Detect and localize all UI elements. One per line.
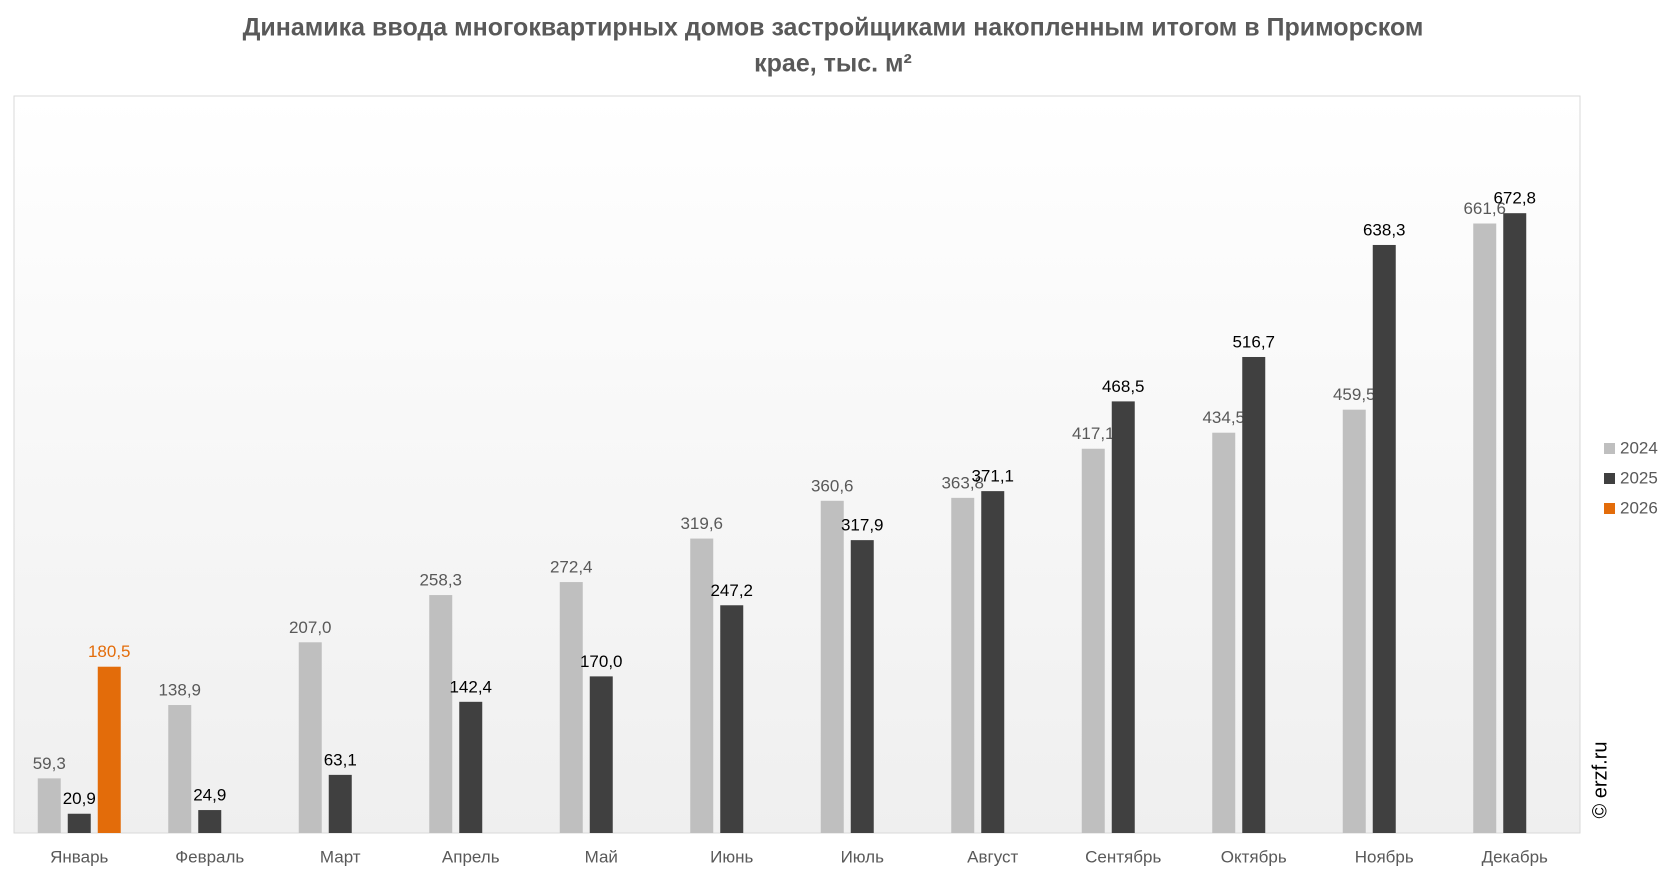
x-tick-label: Сентябрь <box>1085 847 1161 866</box>
bar <box>429 595 453 833</box>
data-label: 207,0 <box>289 618 332 637</box>
x-tick-label: Май <box>585 847 618 866</box>
data-label: 661,6 <box>1463 199 1506 218</box>
legend-swatch <box>1604 503 1615 514</box>
legend-swatch <box>1604 443 1615 454</box>
data-label: 24,9 <box>193 786 226 805</box>
bar <box>1111 401 1135 833</box>
bar <box>37 778 61 833</box>
bar <box>1081 448 1105 833</box>
data-label: 371,1 <box>971 467 1014 486</box>
bar <box>589 676 613 833</box>
legend-label: 2026 <box>1620 498 1658 517</box>
bar <box>951 497 975 833</box>
legend-label: 2025 <box>1620 468 1658 487</box>
data-label: 434,5 <box>1202 408 1245 427</box>
data-label: 317,9 <box>841 516 884 535</box>
data-label: 247,2 <box>710 581 753 600</box>
bar <box>1372 244 1396 833</box>
bar <box>198 810 222 833</box>
x-tick-label: Декабрь <box>1482 847 1548 866</box>
bar <box>67 813 91 833</box>
x-tick-label: Ноябрь <box>1355 847 1414 866</box>
bar <box>328 774 352 833</box>
bar <box>981 491 1005 833</box>
data-label: 417,1 <box>1072 424 1115 443</box>
data-label: 20,9 <box>63 789 96 808</box>
bar <box>1473 223 1497 834</box>
bar <box>459 701 483 833</box>
x-tick-label: Июнь <box>710 847 753 866</box>
data-label: 319,6 <box>680 514 723 533</box>
chart-title: Динамика ввода многоквартирных домов зас… <box>243 14 1424 42</box>
legend-swatch <box>1604 473 1615 484</box>
data-label: 672,8 <box>1493 189 1536 208</box>
data-label: 272,4 <box>550 558 593 577</box>
data-label: 516,7 <box>1232 332 1275 351</box>
data-label: 180,5 <box>88 642 131 661</box>
bar <box>820 500 844 833</box>
bar <box>850 540 874 833</box>
watermark: © erzf.ru <box>1589 742 1611 819</box>
bar <box>1212 432 1236 833</box>
x-tick-label: Октябрь <box>1221 847 1287 866</box>
bar <box>168 705 192 833</box>
x-tick-label: Январь <box>50 847 108 866</box>
bar <box>559 582 583 833</box>
bar <box>1503 213 1527 834</box>
data-label: 138,9 <box>158 681 201 700</box>
bar <box>1242 356 1266 833</box>
data-label: 142,4 <box>449 677 492 696</box>
bar <box>690 538 714 833</box>
data-label: 638,3 <box>1363 220 1406 239</box>
data-label: 363,8 <box>941 473 984 492</box>
x-tick-label: Июль <box>841 847 885 866</box>
x-tick-label: Март <box>320 847 361 866</box>
bar <box>1342 409 1366 833</box>
data-label: 170,0 <box>580 652 623 671</box>
data-label: 468,5 <box>1102 377 1145 396</box>
data-label: 360,6 <box>811 476 854 495</box>
chart-subtitle: крае, тыс. м² <box>754 50 912 78</box>
data-label: 258,3 <box>419 571 462 590</box>
data-label: 63,1 <box>324 750 357 769</box>
legend-label: 2024 <box>1620 438 1658 457</box>
x-tick-label: Февраль <box>175 847 244 866</box>
data-label: 459,5 <box>1333 385 1376 404</box>
bar <box>720 605 744 833</box>
x-tick-label: Апрель <box>442 847 500 866</box>
bar <box>298 642 322 833</box>
data-label: 59,3 <box>33 754 66 773</box>
plot-area <box>13 95 1581 834</box>
x-tick-label: Август <box>967 847 1018 866</box>
bar <box>97 666 121 833</box>
